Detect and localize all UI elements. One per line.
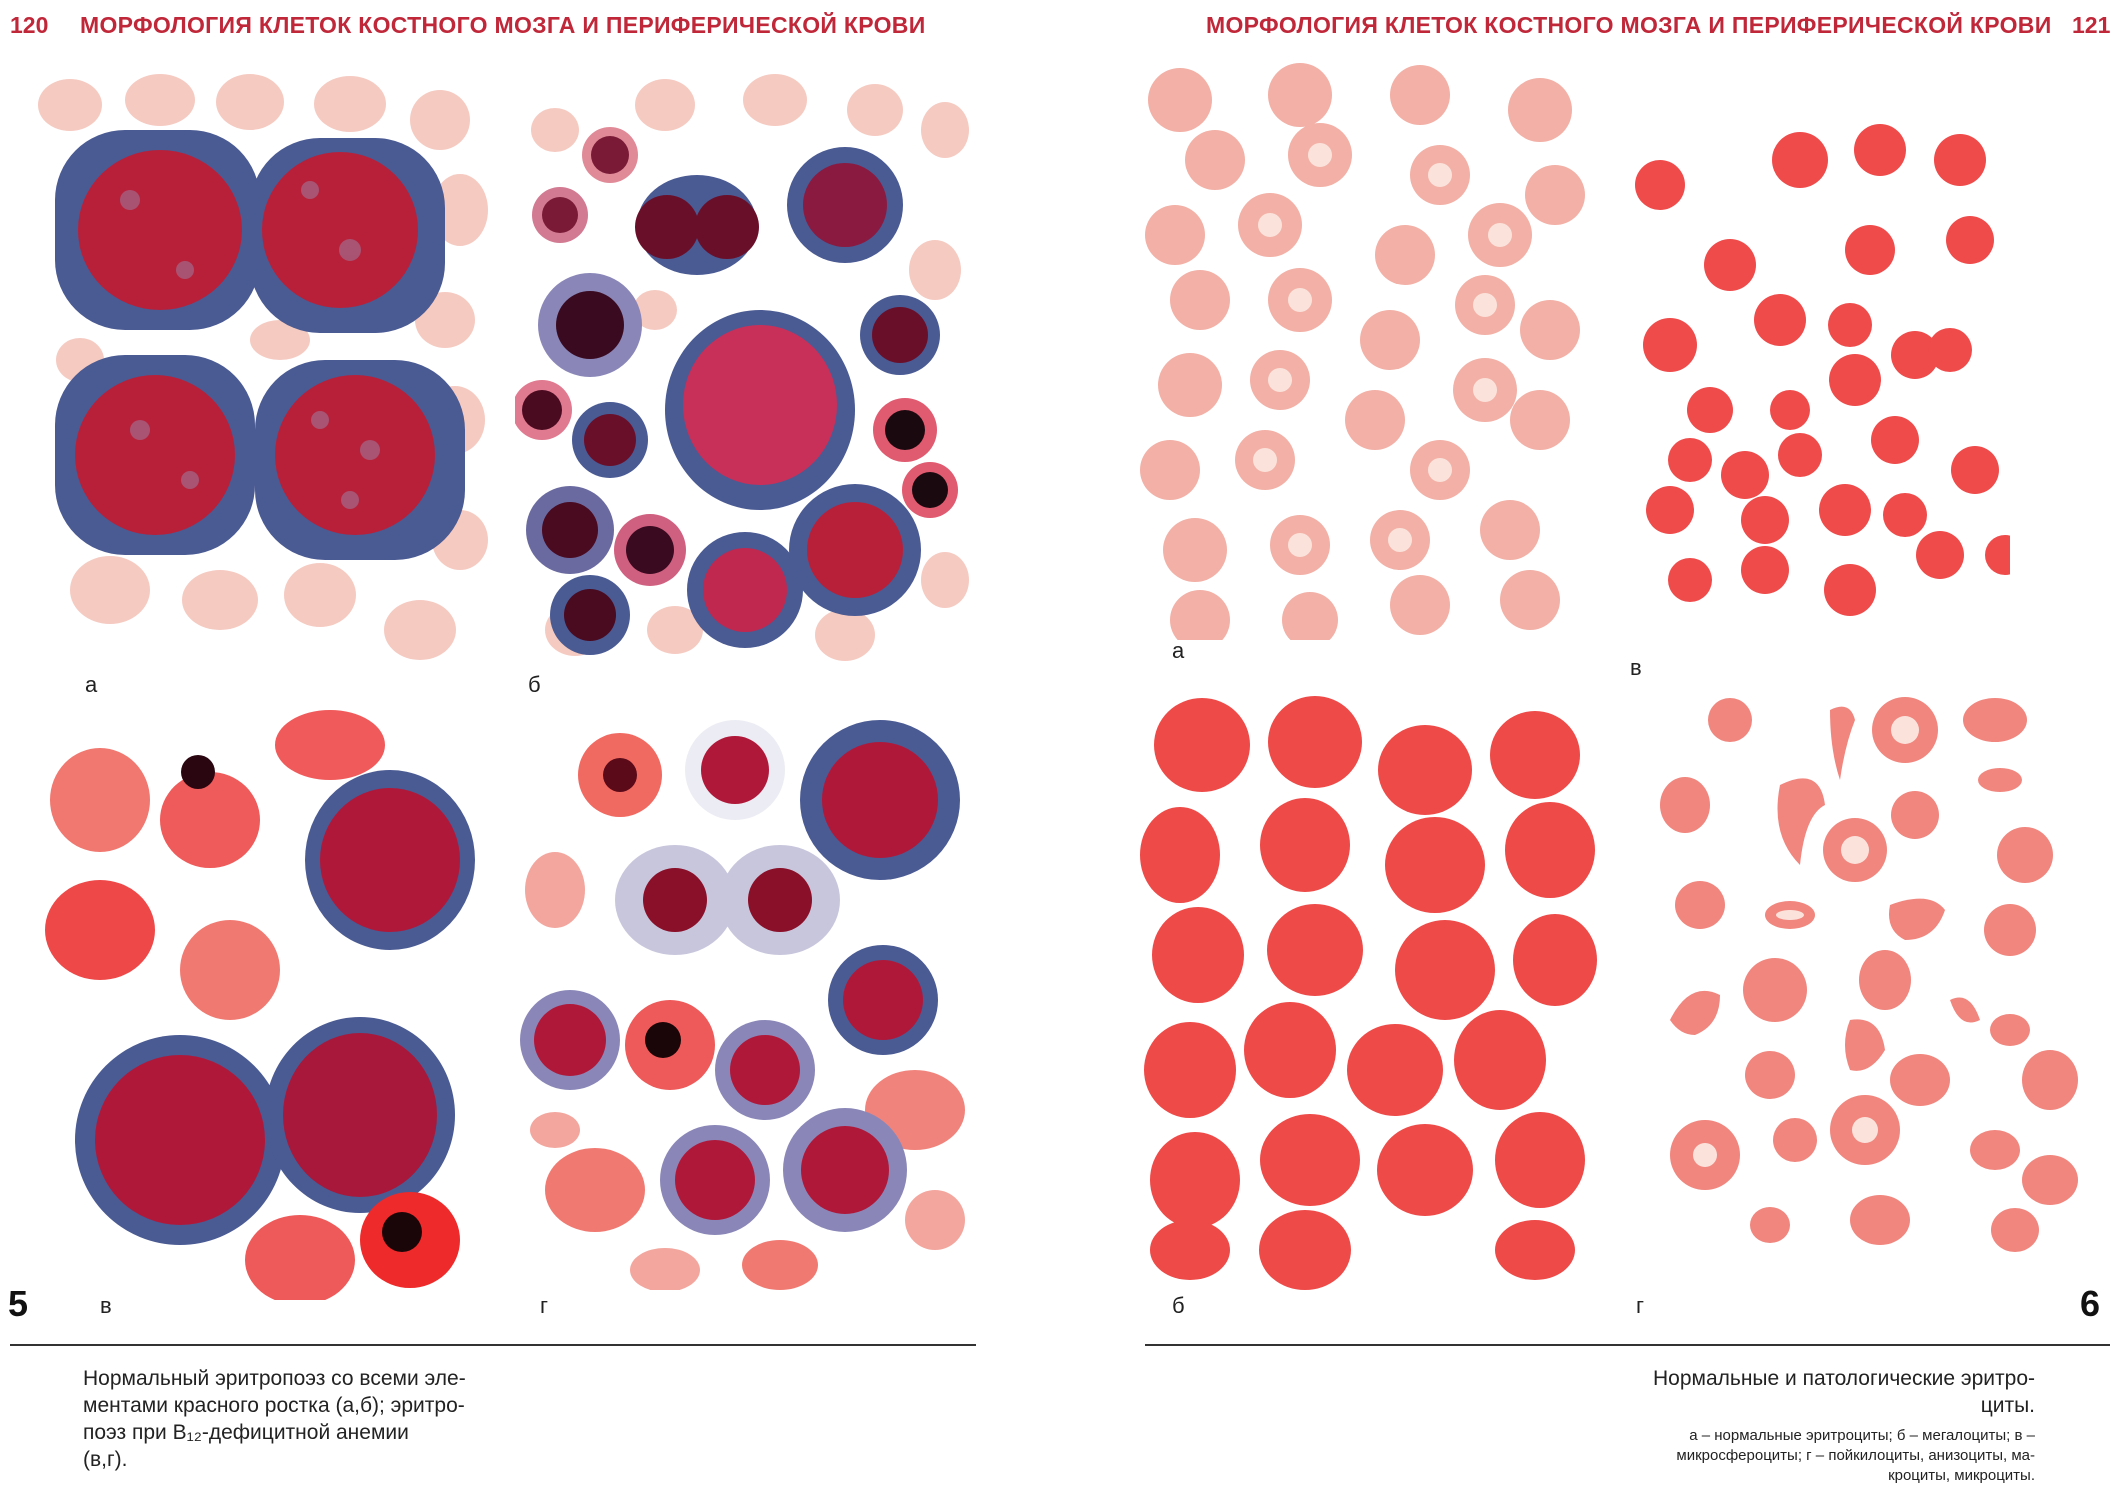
figure-panel-g-left <box>515 710 975 1290</box>
left-caption-line-1: Нормальный эритропоэз со всеми эле- <box>83 1367 466 1390</box>
right-page-number: 121 <box>2072 12 2111 38</box>
panel-label-a-right: а <box>1172 638 1185 663</box>
left-page-number: 120 <box>10 12 49 38</box>
panel-label-v-right: в <box>1630 655 1642 680</box>
panel-label-b-left: б <box>528 672 541 697</box>
left-running-head: МОРФОЛОГИЯ КЛЕТОК КОСТНОГО МОЗГА И ПЕРИФ… <box>80 12 926 38</box>
right-caption-title-line-1: Нормальные и патологические эритро- <box>1653 1367 2035 1390</box>
left-caption-line-2: ментами красного ростка (а,б); эритро- <box>83 1394 465 1417</box>
figure-panel-b-left <box>515 70 970 670</box>
right-caption-detail-line-2: микросфероциты; г – пойкилоциты, анизоци… <box>1676 1447 2035 1464</box>
panel-label-a-left: а <box>85 672 98 697</box>
panel-label-b-right: б <box>1172 1293 1185 1318</box>
figure-panel-v-left <box>30 700 480 1300</box>
right-caption-title-line-2: циты. <box>1980 1394 2035 1417</box>
panel-label-g-right: г <box>1636 1293 1645 1318</box>
plate-number-right: 6 <box>2080 1283 2101 1324</box>
figure-panel-v-right <box>1610 110 2010 630</box>
panel-label-v-left: в <box>100 1293 112 1318</box>
figure-panel-g-right <box>1650 690 2080 1260</box>
figure-panel-a-right <box>1140 60 1590 640</box>
left-caption-line-3: поэз при B₁₂-дефицитной анемии <box>83 1421 409 1444</box>
right-caption-title: Нормальные и патологические эритро- циты… <box>1580 1365 2035 1419</box>
left-caption-rule <box>10 1344 976 1346</box>
left-caption: Нормальный эритропоэз со всеми эле- мент… <box>83 1365 513 1473</box>
figure-panel-b-right <box>1140 690 1610 1290</box>
right-caption-rule <box>1145 1344 2110 1346</box>
figure-panel-a-left <box>20 70 490 670</box>
plate-number-left: 5 <box>8 1283 29 1324</box>
panel-label-g-left: г <box>540 1293 549 1318</box>
left-caption-line-4: (в,г). <box>83 1448 128 1471</box>
right-caption-detail-line-3: кроциты, микроциты. <box>1888 1467 2035 1484</box>
right-caption-detail-line-1: а – нормальные эритроциты; б – мегалоцит… <box>1689 1427 2035 1444</box>
right-running-head: МОРФОЛОГИЯ КЛЕТОК КОСТНОГО МОЗГА И ПЕРИФ… <box>1206 12 2052 38</box>
right-caption-detail: а – нормальные эритроциты; б – мегалоцит… <box>1580 1426 2035 1486</box>
